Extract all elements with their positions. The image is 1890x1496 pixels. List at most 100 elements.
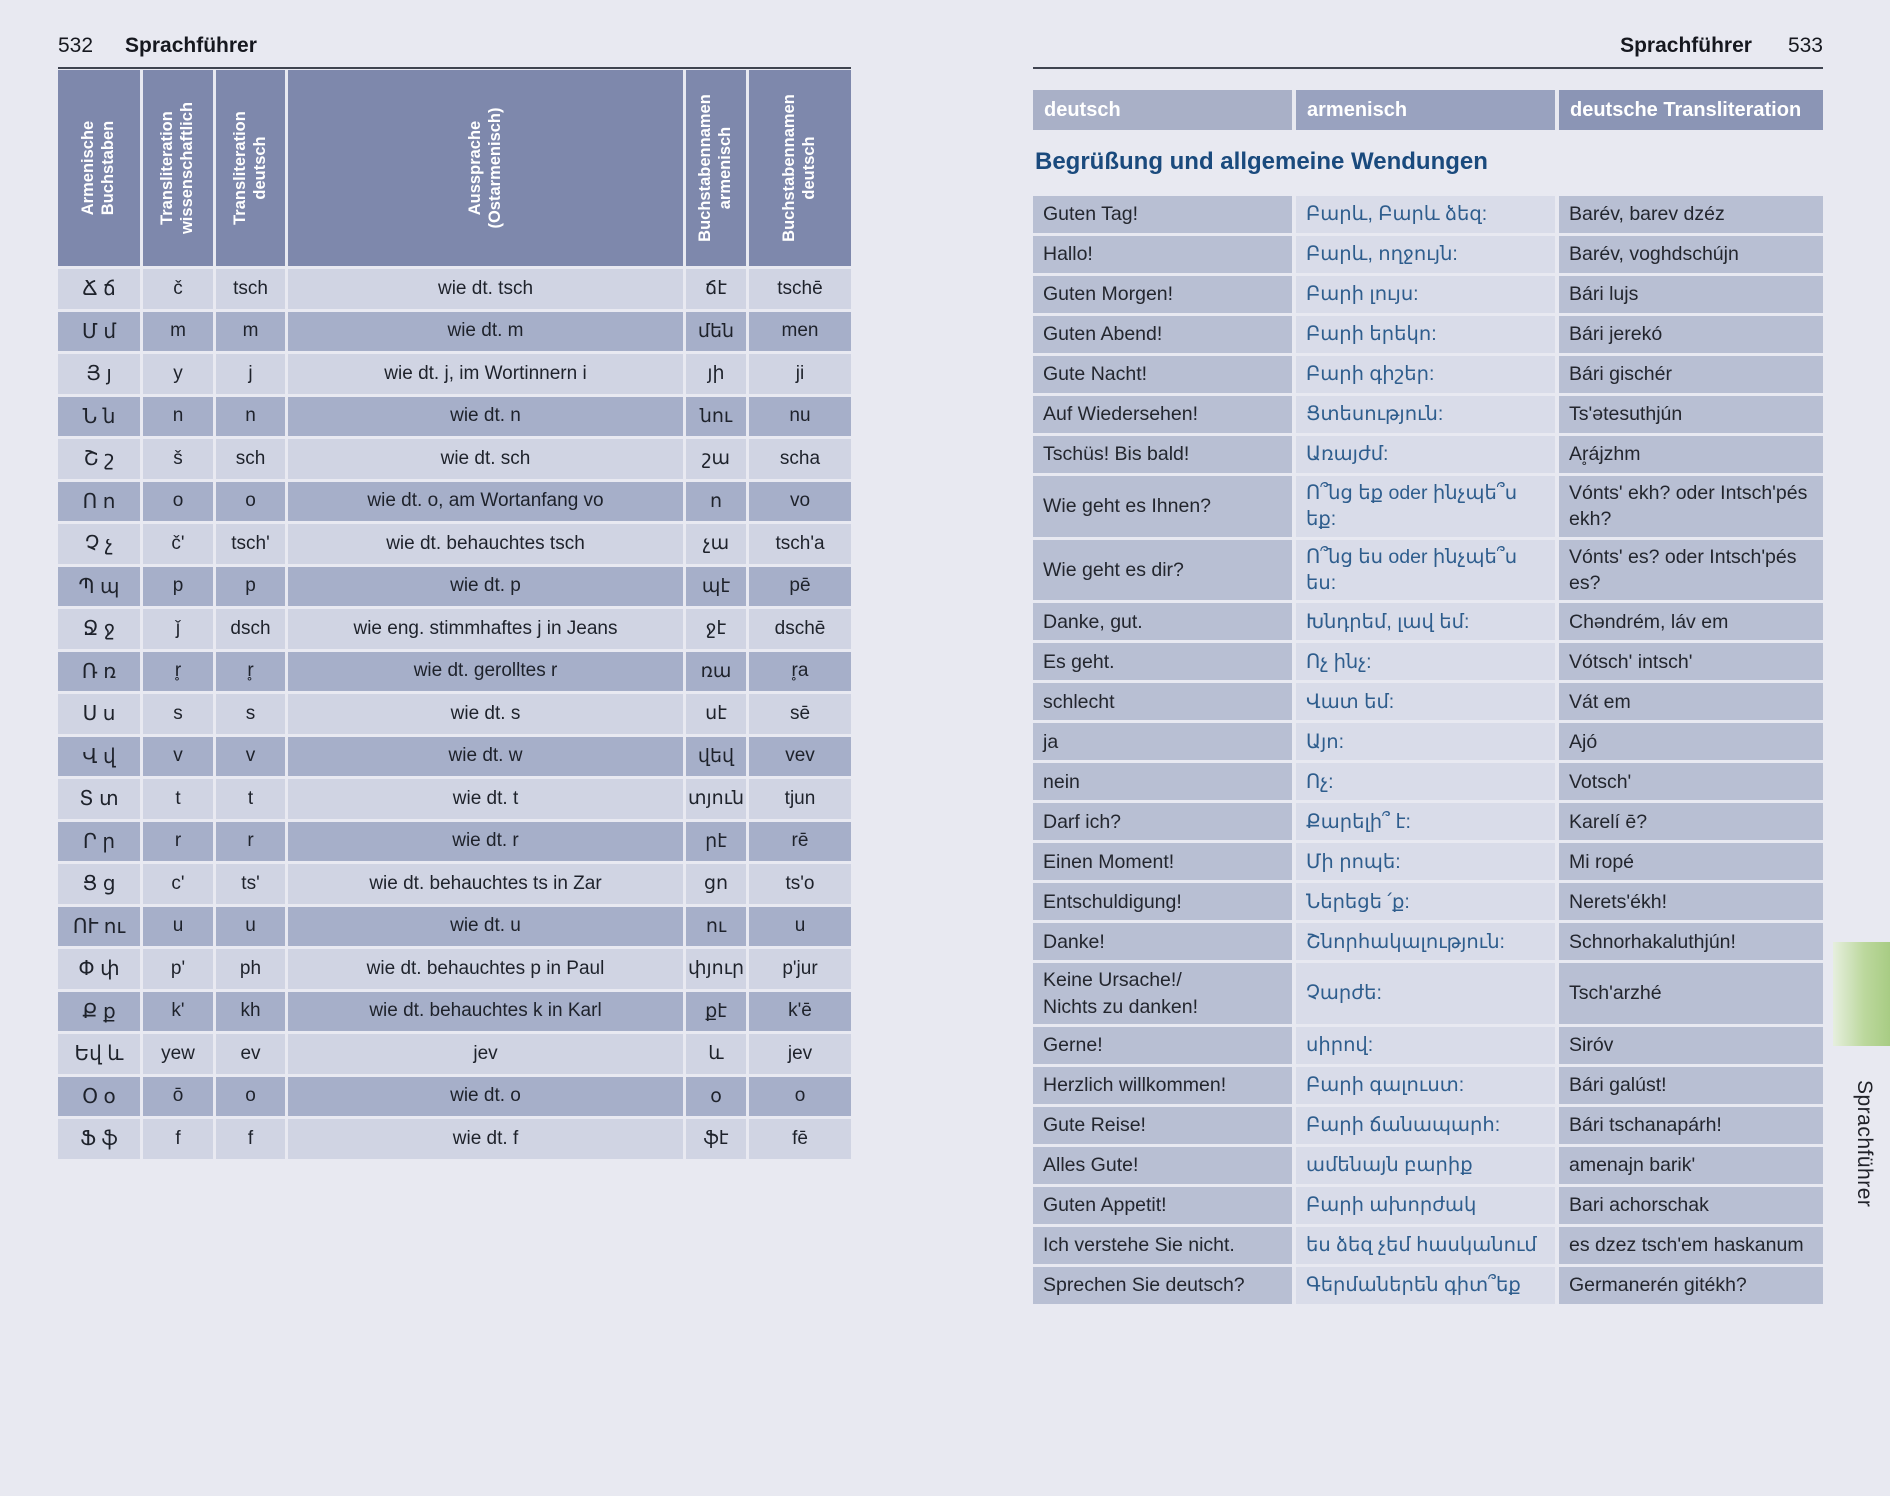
side-tab-label: Sprachführer xyxy=(1853,1080,1876,1208)
alphabet-cell: wie dt. behauchtes ts in Zar xyxy=(288,864,683,904)
alphabet-cell: vo xyxy=(749,481,851,521)
phrase-transliteration: Nerets'ékh! xyxy=(1559,883,1823,921)
table-row: Keine Ursache!/ Nichts zu danken! Չարժե: T… xyxy=(1033,963,1823,1024)
alphabet-cell: մեն xyxy=(686,311,746,351)
alphabet-cell: fē xyxy=(749,1119,851,1159)
phrase-armenian: ամենայն բարիք xyxy=(1296,1146,1555,1184)
table-row: Ն ն n n wie dt. n նու nu xyxy=(58,396,851,436)
phrase-german: Gute Nacht! xyxy=(1033,356,1292,393)
phrase-transliteration: Barév, barev dzéz xyxy=(1559,196,1823,233)
table-row: Gute Nacht! Բարի գիշեր: Bári gischér xyxy=(1033,356,1823,393)
alphabet-cell: քէ xyxy=(686,991,746,1031)
phrase-armenian: Բարի երեկո: xyxy=(1296,316,1555,353)
table-row: Wie geht es dir? Ո՞նց ես oder ինչպե՞ս ես:… xyxy=(1033,539,1823,601)
phrase-armenian: Ոչ: xyxy=(1296,763,1555,801)
alphabet-column-header-label: Aussprache (Ostarmenisch) xyxy=(465,107,504,229)
alphabet-cell: սէ xyxy=(686,694,746,734)
alphabet-cell: Փ փ xyxy=(58,949,140,989)
alphabet-cell: tjun xyxy=(749,779,851,819)
phrase-transliteration: Vónts' es? oder Intsch'pés es? xyxy=(1559,539,1823,601)
phrase-transliteration: Ts'ətesuthjún xyxy=(1559,396,1823,433)
phrase-transliteration: Ajó xyxy=(1559,723,1823,761)
alphabet-cell: wie dt. m xyxy=(288,311,683,351)
left-page-title: Sprachführer xyxy=(125,34,257,57)
alphabet-cell: r̥ xyxy=(143,651,213,691)
alphabet-cell: wie dt. sch xyxy=(288,439,683,479)
alphabet-cell: փյուր xyxy=(686,949,746,989)
alphabet-cell: ō xyxy=(143,1076,213,1116)
phrase-german: Ich verstehe Sie nicht. xyxy=(1033,1226,1292,1264)
alphabet-cell: jev xyxy=(749,1034,851,1074)
alphabet-cell: ռա xyxy=(686,651,746,691)
alphabet-cell: Չ չ xyxy=(58,524,140,564)
alphabet-cell: y xyxy=(143,354,213,394)
phrase-armenian: Ո՞նց եք oder ինչպե՞ս եք: xyxy=(1296,476,1555,537)
alphabet-cell: ո xyxy=(686,481,746,521)
alphabet-column-header: Armenische Buchstaben xyxy=(58,70,140,266)
alphabet-cell: Ց ց xyxy=(58,864,140,904)
table-row: Tschüs! Bis bald! Առայժմ: Ar̥ájzhm xyxy=(1033,436,1823,473)
alphabet-cell: o xyxy=(216,1076,285,1116)
alphabet-cell: Ր ր xyxy=(58,821,140,861)
phrase-german: Guten Appetit! xyxy=(1033,1186,1292,1224)
alphabet-cell: pē xyxy=(749,566,851,606)
alphabet-cell: p'jur xyxy=(749,949,851,989)
phrase-armenian: Բարև, ողջույն: xyxy=(1296,236,1555,273)
table-row: Guten Abend! Բարի երեկո: Bári jerekó xyxy=(1033,316,1823,353)
alphabet-cell: n xyxy=(216,396,285,436)
table-row: Danke! Շնորհակալություն: Schnorhakaluthjún… xyxy=(1033,923,1823,961)
alphabet-cell: tsch' xyxy=(216,524,285,564)
alphabet-column-header-label: Buchstabennamen deutsch xyxy=(780,94,818,242)
alphabet-cell: Շ շ xyxy=(58,439,140,479)
phrase-transliteration: Bári galúst! xyxy=(1559,1066,1823,1104)
alphabet-cell: kh xyxy=(216,991,285,1031)
alphabet-cell: sē xyxy=(749,694,851,734)
alphabet-column-header-label: Armenische Buchstaben xyxy=(79,120,117,216)
phrase-german: Guten Morgen! xyxy=(1033,276,1292,313)
phrase-armenian: Քարելի՞ է: xyxy=(1296,803,1555,841)
phrase-armenian: Վատ եմ: xyxy=(1296,683,1555,721)
alphabet-cell: u xyxy=(749,906,851,946)
table-row: Ջ ջ ǰ dsch wie eng. stimmhaftes j in Jeans ջ… xyxy=(58,609,851,649)
table-row: Gute Reise! Բարի ճանապարհ: Bári tschanapár… xyxy=(1033,1106,1823,1144)
phrase-table: Guten Tag! Բարև, Բարև ձեզ: Barév, barev dz… xyxy=(1033,196,1823,1304)
alphabet-cell: r̥a xyxy=(749,651,851,691)
alphabet-cell: wie dt. t xyxy=(288,779,683,819)
alphabet-cell: Տ տ xyxy=(58,779,140,819)
phrase-armenian: Չարժե: xyxy=(1296,963,1555,1024)
alphabet-column-header: Transliteration wissenschaftlich xyxy=(143,70,213,266)
alphabet-cell: men xyxy=(749,311,851,351)
table-row: Alles Gute! ամենայն բարիք amenajn barik' xyxy=(1033,1146,1823,1184)
alphabet-cell: tsch'a xyxy=(749,524,851,564)
phrase-transliteration: Bári jerekó xyxy=(1559,316,1823,353)
phrase-german: ja xyxy=(1033,723,1292,761)
table-row: Herzlich willkommen! Բարի գալուստ: Bári ga… xyxy=(1033,1066,1823,1104)
alphabet-table-header: Armenische Buchstaben Transliteration wis… xyxy=(58,70,851,266)
alphabet-cell: wie dt. o, am Wortanfang vo xyxy=(288,481,683,521)
alphabet-cell: Եվ և xyxy=(58,1034,140,1074)
alphabet-cell: o xyxy=(749,1076,851,1116)
table-row: Ս ս s s wie dt. s սէ sē xyxy=(58,694,851,734)
phrase-german: Danke! xyxy=(1033,923,1292,961)
table-row: nein Ոչ: Votsch' xyxy=(1033,763,1823,801)
phrase-german: Guten Abend! xyxy=(1033,316,1292,353)
alphabet-cell: wie dt. w xyxy=(288,736,683,776)
alphabet-cell: wie dt. gerolltes r xyxy=(288,651,683,691)
alphabet-cell: Մ մ xyxy=(58,311,140,351)
alphabet-cell: o xyxy=(143,481,213,521)
alphabet-column-header: Buchstabennamen deutsch xyxy=(749,70,851,266)
table-row: Guten Tag! Բարև, Բարև ձեզ: Barév, barev dz… xyxy=(1033,196,1823,233)
alphabet-cell: t xyxy=(216,779,285,819)
phrase-transliteration: Mi ropé xyxy=(1559,843,1823,881)
table-row: ՈՒ ու u u wie dt. u ու u xyxy=(58,906,851,946)
alphabet-cell: wie dt. n xyxy=(288,396,683,436)
table-row: Փ փ p' ph wie dt. behauchtes p in Paul փյուր… xyxy=(58,949,851,989)
section-heading: Begrüßung und allgemeine Wendungen xyxy=(1035,148,1488,175)
alphabet-cell: vev xyxy=(749,736,851,776)
phrase-german: Wie geht es Ihnen? xyxy=(1033,476,1292,537)
table-row: Es geht. Ոչ ինչ: Vótsch' intsch' xyxy=(1033,643,1823,681)
phrase-table-header: deutsch armenisch deutsche Transliteration xyxy=(1033,90,1823,130)
phrase-armenian: Բարի ճանապարհ: xyxy=(1296,1106,1555,1144)
phrase-transliteration: Bari achorschak xyxy=(1559,1186,1823,1224)
alphabet-cell: ji xyxy=(749,354,851,394)
